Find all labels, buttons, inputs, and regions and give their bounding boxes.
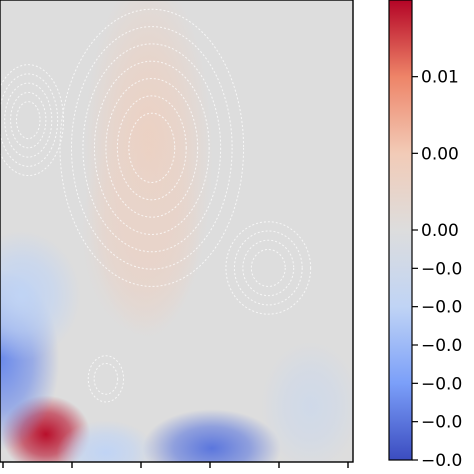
colorbar-tick-label: −0.0 <box>421 451 462 471</box>
contour-line <box>87 355 125 403</box>
colorbar-tick-label: 0.01 <box>421 68 459 88</box>
heatmap-blob <box>56 420 156 462</box>
colorbar-tick-label: 0.00 <box>421 221 459 241</box>
contour-line <box>242 239 295 297</box>
x-axis-ticks <box>2 462 349 468</box>
contour-line <box>93 362 119 395</box>
contour-line <box>93 60 210 235</box>
contour-line <box>105 78 199 218</box>
heatmap-blob <box>0 231 81 361</box>
contour-line <box>10 91 47 149</box>
colorbar-tick-label: −0.0 <box>421 374 462 394</box>
contour-line <box>225 221 312 315</box>
colorbar-tick-label: −0.0 <box>421 259 462 279</box>
contour-line <box>0 73 59 167</box>
contour-line <box>116 95 187 201</box>
contour-line <box>70 26 233 270</box>
colorbar-tick-label: 0.00 <box>421 144 459 164</box>
colorbar-ticks: 0.01 0.00 0.00 −0.0 −0.0 −0.0 −0.0 −0.0 −0.0 <box>412 68 462 471</box>
heatmap-blob <box>261 341 353 462</box>
contour-line <box>59 8 245 287</box>
plot-area <box>0 0 353 462</box>
contour-line <box>82 43 222 253</box>
contour-line <box>128 112 176 183</box>
colorbar-tick-label: −0.0 <box>421 336 462 356</box>
colorbar-tick-label: −0.0 <box>421 413 462 433</box>
colorbar-tick-label: −0.0 <box>421 298 462 318</box>
contour-line <box>4 82 53 158</box>
contour-line <box>0 64 65 177</box>
contour-lines <box>0 8 312 403</box>
colorbar-gradient <box>388 0 413 461</box>
contour-line <box>233 230 303 306</box>
heatmap-blob <box>142 409 281 462</box>
heatmap-field <box>0 0 353 462</box>
plot-frame <box>0 0 354 463</box>
contour-line <box>250 248 286 287</box>
heatmap-blob <box>81 127 201 335</box>
colorbar: 0.01 0.00 0.00 −0.0 −0.0 −0.0 −0.0 −0.0 −0.0 <box>388 0 462 471</box>
